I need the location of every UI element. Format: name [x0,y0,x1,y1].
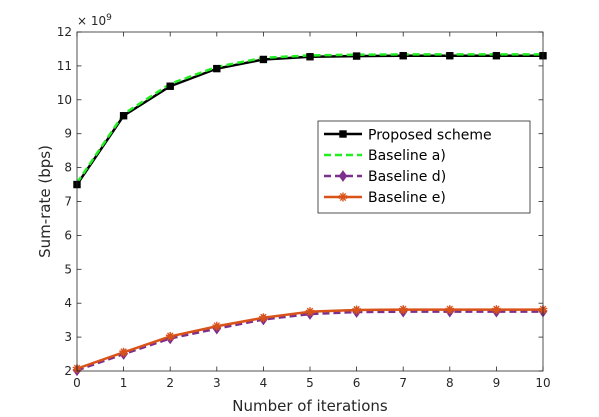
x-tick-label: 1 [120,376,128,390]
y-tick-label: 5 [64,262,72,276]
y-tick-label: 8 [64,161,72,175]
x-axis-label: Number of iterations [232,397,388,415]
y-tick-label: 3 [64,330,72,344]
y-tick-label: 12 [57,25,72,39]
x-tick-label: 6 [353,376,361,390]
data-point-proposed-scheme [446,52,454,60]
legend-label-baseline-e: Baseline e) [368,190,446,206]
data-point-proposed-scheme [213,64,221,73]
series-markers [72,52,548,377]
data-point-baseline-e [212,321,222,331]
data-point-baseline-e [445,305,455,315]
x-tick-label: 5 [306,376,314,390]
x-tick-label: 4 [260,376,268,390]
data-point-baseline-e [305,307,315,317]
legend: Proposed scheme Baseline a) Baseline d) … [317,120,531,214]
data-point-proposed-scheme [166,82,174,90]
y-tick-label: 11 [57,59,72,73]
data-point-proposed-scheme [352,52,361,60]
x-tick-label: 2 [166,376,174,390]
legend-sample-marker-proposed-scheme [339,130,347,138]
data-point-proposed-scheme [399,52,407,60]
x-tick-label: 0 [73,376,81,390]
y-axis-exponent: × 109 [77,13,112,28]
data-point-baseline-e [491,305,501,315]
legend-label-baseline-a: Baseline a) [368,148,446,164]
legend-samples [324,130,362,202]
x-tick-label: 9 [493,376,501,390]
axis-ticks [76,31,544,372]
x-tick-label: 10 [535,376,550,390]
data-point-proposed-scheme [119,112,128,120]
data-point-baseline-e [258,313,268,323]
legend-sample-marker-baseline-e [338,192,348,202]
legend-sample-marker-baseline-d [338,170,348,182]
legend-label-proposed-scheme: Proposed scheme [368,128,492,144]
y-tick-label: 6 [64,228,72,242]
y-tick-label: 10 [57,93,72,107]
y-tick-labels: 2 3 4 5 6 7 8 9 10 11 12 [57,25,72,378]
series-line-baseline-d [76,310,543,372]
y-tick-label: 9 [64,127,72,141]
x-tick-label: 3 [213,376,221,390]
y-axis-label: Sum-rate (bps) [36,145,54,258]
data-point-baseline-e [398,305,408,315]
y-axis-exponent-power: 9 [106,13,112,23]
legend-label-baseline-d: Baseline d) [368,169,446,185]
y-tick-label: 7 [64,195,72,209]
y-tick-label: 2 [64,364,72,378]
data-point-baseline-e [165,331,175,341]
data-point-proposed-scheme [492,52,501,60]
data-point-proposed-scheme [259,55,268,64]
x-tick-labels: 0 1 2 3 4 5 6 7 8 9 10 [73,376,550,390]
data-point-baseline-e [352,305,362,315]
x-tick-label: 7 [399,376,407,390]
data-point-baseline-e [119,347,129,357]
x-tick-label: 8 [446,376,454,390]
y-tick-label: 4 [64,296,72,310]
data-point-proposed-scheme [306,53,314,61]
